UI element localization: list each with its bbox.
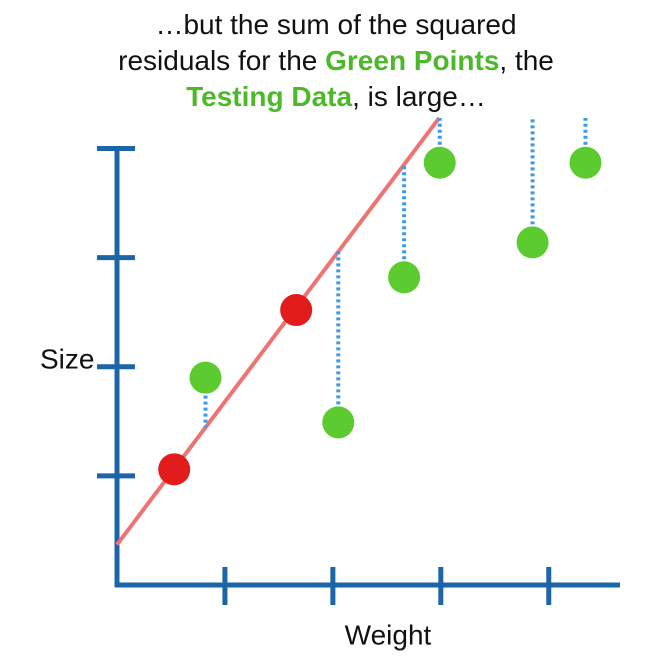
point [322,406,355,439]
title-highlight: Testing Data [186,81,352,112]
title-line: Testing Data, is large… [186,81,486,112]
title-line: …but the sum of the squared [155,9,516,40]
title-text: , the [499,45,553,76]
y-axis-label: Size [40,343,94,374]
title-line: residuals for the Green Points, the [118,45,554,76]
point [516,226,549,259]
title-text: …but the sum of the squared [155,9,516,40]
title-text: , is large… [352,81,486,112]
title-text: residuals for the [118,45,325,76]
point [158,453,191,486]
point [569,146,602,179]
point [423,146,456,179]
point [388,261,421,294]
point [189,361,222,394]
x-axis-label: Weight [345,619,432,650]
title-highlight: Green Points [325,45,499,76]
point [280,294,313,327]
